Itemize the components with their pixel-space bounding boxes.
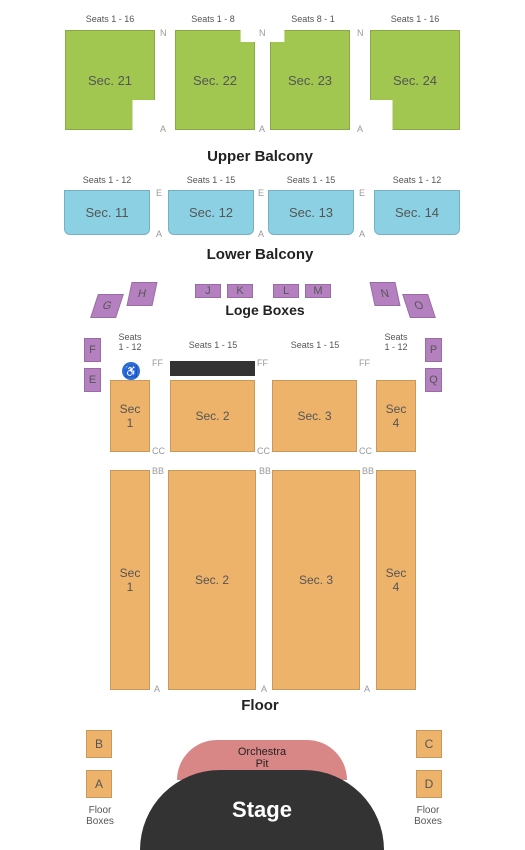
stage: Stage: [140, 770, 384, 850]
row-tag: FF: [257, 358, 268, 368]
loge-box[interactable]: O: [402, 294, 436, 318]
black-section-stripe[interactable]: [170, 361, 255, 376]
floor-box[interactable]: B: [86, 730, 112, 758]
floor-section-lower[interactable]: Sec 1: [110, 470, 150, 690]
row-tag: BB: [362, 466, 374, 476]
upper-balcony-title: Upper Balcony: [170, 148, 350, 165]
seats-header: Seats 1 - 15: [178, 340, 248, 350]
lower-balcony-section[interactable]: Sec. 14: [374, 190, 460, 235]
row-tag: CC: [257, 446, 270, 456]
seats-header: Seats 1 - 12: [374, 332, 418, 352]
loge-box[interactable]: J: [195, 284, 221, 298]
floor-section-upper[interactable]: Sec 1: [110, 380, 150, 452]
floor-section-lower[interactable]: Sec. 2: [168, 470, 256, 690]
loge-box[interactable]: E: [84, 368, 101, 392]
seats-header: Seats 1 - 12: [108, 332, 152, 352]
lower-balcony-section[interactable]: Sec. 11: [64, 190, 150, 235]
loge-box[interactable]: F: [84, 338, 101, 362]
seats-header: Seats 1 - 16: [380, 14, 450, 24]
floor-title: Floor: [210, 697, 310, 714]
upper-balcony-section[interactable]: Sec. 21: [65, 30, 155, 130]
row-tag: E: [258, 188, 264, 198]
row-tag: E: [359, 188, 365, 198]
loge-box[interactable]: K: [227, 284, 253, 298]
loge-box[interactable]: Q: [425, 368, 442, 392]
upper-balcony-section[interactable]: Sec. 22: [175, 30, 255, 130]
row-tag: A: [156, 229, 162, 239]
floor-section-upper[interactable]: Sec 4: [376, 380, 416, 452]
row-tag: N: [259, 28, 266, 38]
row-tag: A: [160, 124, 166, 134]
lower-balcony-title: Lower Balcony: [170, 246, 350, 263]
floor-box[interactable]: D: [416, 770, 442, 798]
row-tag: A: [258, 229, 264, 239]
row-tag: CC: [359, 446, 372, 456]
floor-box[interactable]: C: [416, 730, 442, 758]
row-tag: FF: [152, 358, 163, 368]
row-tag: CC: [152, 446, 165, 456]
row-tag: A: [259, 124, 265, 134]
seats-header: Seats 1 - 15: [280, 340, 350, 350]
floor-section-lower[interactable]: Sec 4: [376, 470, 416, 690]
seats-header: Seats 1 - 8: [178, 14, 248, 24]
row-tag: FF: [359, 358, 370, 368]
row-tag: E: [156, 188, 162, 198]
seats-header: Seats 1 - 12: [72, 175, 142, 185]
row-tag: A: [261, 684, 267, 694]
seats-header: Seats 8 - 1: [278, 14, 348, 24]
floor-boxes-label-left: Floor Boxes: [80, 805, 120, 827]
floor-box[interactable]: A: [86, 770, 112, 798]
seats-header: Seats 1 - 12: [382, 175, 452, 185]
seats-header: Seats 1 - 15: [276, 175, 346, 185]
loge-box[interactable]: H: [126, 282, 157, 306]
seats-header: Seats 1 - 16: [75, 14, 145, 24]
floor-section-upper[interactable]: Sec. 3: [272, 380, 357, 452]
loge-box[interactable]: N: [369, 282, 400, 306]
row-tag: A: [359, 229, 365, 239]
upper-balcony-section[interactable]: Sec. 23: [270, 30, 350, 130]
lower-balcony-section[interactable]: Sec. 13: [268, 190, 354, 235]
row-tag: A: [364, 684, 370, 694]
loge-box[interactable]: P: [425, 338, 442, 362]
row-tag: N: [357, 28, 364, 38]
loge-box[interactable]: M: [305, 284, 331, 298]
loge-box[interactable]: G: [90, 294, 124, 318]
row-tag: A: [154, 684, 160, 694]
wheelchair-icon: ♿: [122, 362, 140, 380]
floor-section-upper[interactable]: Sec. 2: [170, 380, 255, 452]
row-tag: A: [357, 124, 363, 134]
row-tag: BB: [152, 466, 164, 476]
loge-boxes-title: Loge Boxes: [195, 302, 335, 318]
floor-section-lower[interactable]: Sec. 3: [272, 470, 360, 690]
row-tag: BB: [259, 466, 271, 476]
loge-box[interactable]: L: [273, 284, 299, 298]
seats-header: Seats 1 - 15: [176, 175, 246, 185]
upper-balcony-section[interactable]: Sec. 24: [370, 30, 460, 130]
row-tag: N: [160, 28, 167, 38]
lower-balcony-section[interactable]: Sec. 12: [168, 190, 254, 235]
floor-boxes-label-right: Floor Boxes: [408, 805, 448, 827]
